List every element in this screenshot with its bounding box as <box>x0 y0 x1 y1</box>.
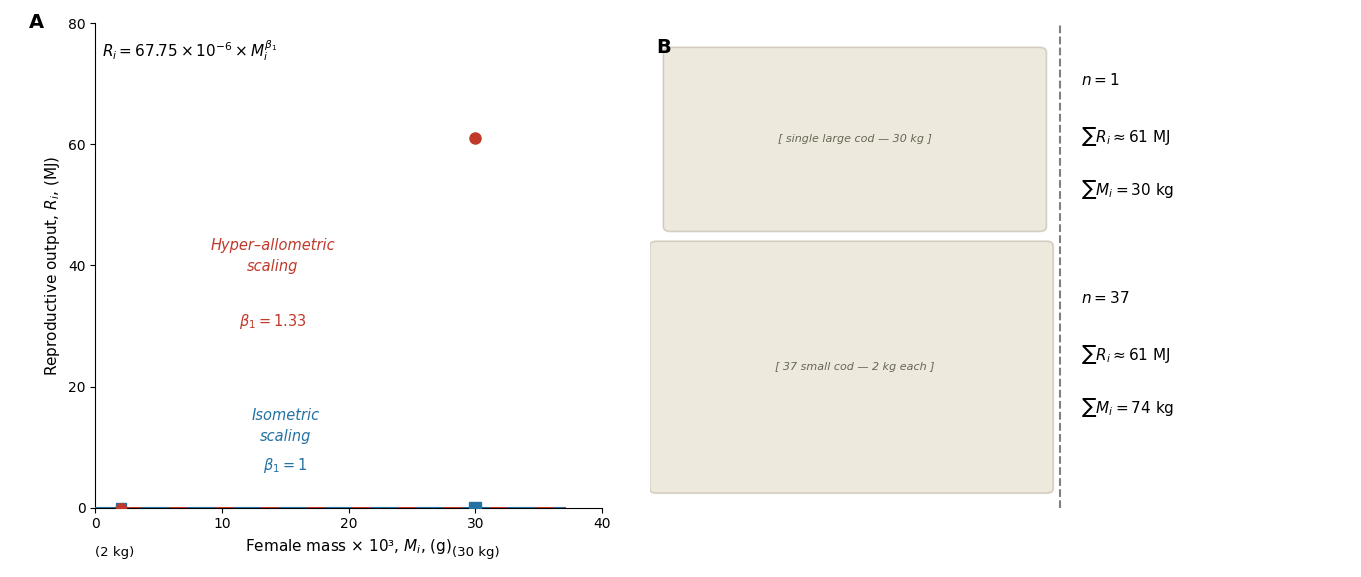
Text: $R_i = 67.75 \times 10^{-6} \times M_i^{\beta_1}$: $R_i = 67.75 \times 10^{-6} \times M_i^{… <box>102 38 278 63</box>
Text: [ 37 small cod — 2 kg each ]: [ 37 small cod — 2 kg each ] <box>776 362 935 372</box>
FancyBboxPatch shape <box>649 241 1053 493</box>
X-axis label: Female mass × 10³, $M_i$, (g): Female mass × 10³, $M_i$, (g) <box>245 537 452 556</box>
Text: B: B <box>656 38 671 57</box>
Text: $\sum R_i \approx 61$ MJ: $\sum R_i \approx 61$ MJ <box>1081 125 1170 148</box>
Text: [ single large cod — 30 kg ]: [ single large cod — 30 kg ] <box>778 134 932 144</box>
Text: (2 kg): (2 kg) <box>95 546 133 559</box>
Text: Hyper–allometric
scaling: Hyper–allometric scaling <box>211 238 335 275</box>
Text: $\sum R_i \approx 61$ MJ: $\sum R_i \approx 61$ MJ <box>1081 343 1170 366</box>
FancyBboxPatch shape <box>663 47 1047 231</box>
Text: $\beta_1 = 1.33$: $\beta_1 = 1.33$ <box>240 312 306 331</box>
Text: A: A <box>30 13 45 32</box>
Text: $n = 1$: $n = 1$ <box>1081 72 1119 88</box>
Text: (30 kg): (30 kg) <box>452 546 499 559</box>
Text: $\beta_1 = 1$: $\beta_1 = 1$ <box>263 456 308 475</box>
Y-axis label: Reproductive output, $R_i$, (MJ): Reproductive output, $R_i$, (MJ) <box>44 155 63 376</box>
Text: $n = 37$: $n = 37$ <box>1081 290 1130 306</box>
Text: Isometric
scaling: Isometric scaling <box>252 408 320 444</box>
Text: $\sum M_i = 74$ kg: $\sum M_i = 74$ kg <box>1081 396 1175 419</box>
Text: $\sum M_i = 30$ kg: $\sum M_i = 30$ kg <box>1081 178 1175 201</box>
